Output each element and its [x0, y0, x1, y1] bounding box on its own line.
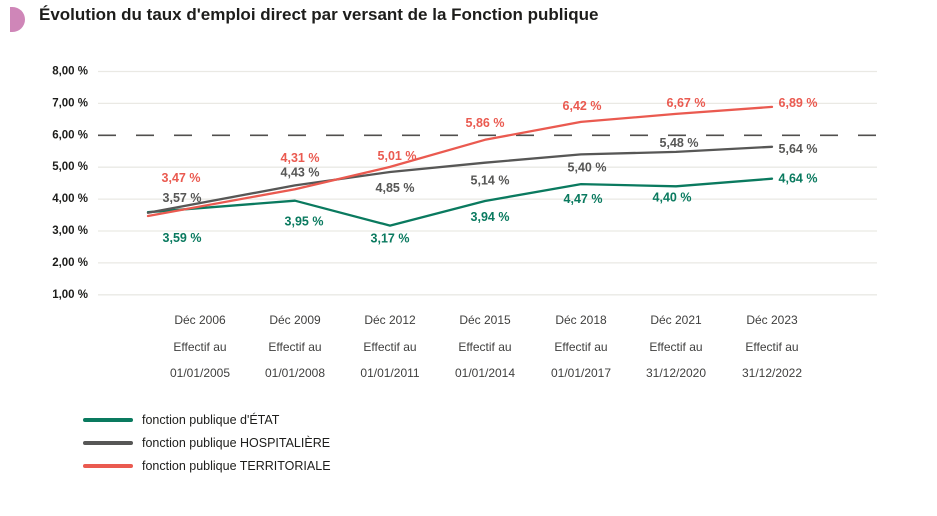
legend-label: fonction publique HOSPITALIÈRE: [142, 436, 331, 450]
x-axis-effectif-label: Effectif au: [649, 340, 702, 354]
y-axis-tick-label: 7,00 %: [52, 97, 88, 109]
y-axis-tick-label: 1,00 %: [52, 289, 88, 301]
x-axis-date-label: 01/01/2011: [360, 366, 419, 380]
data-point-label: 5,01 %: [378, 149, 417, 163]
chart-header: Évolution du taux d'emploi direct par ve…: [10, 5, 598, 32]
x-axis-period-label: Déc 2023: [746, 313, 798, 327]
x-axis-effectif-label: Effectif au: [745, 340, 798, 354]
data-point-label: 4,40 %: [653, 190, 692, 204]
data-point-label: 5,86 %: [466, 116, 505, 130]
y-axis-tick-label: 4,00 %: [52, 193, 88, 205]
y-axis-tick-label: 2,00 %: [52, 257, 88, 269]
data-point-label: 5,48 %: [660, 136, 699, 150]
data-point-label: 4,85 %: [376, 181, 415, 195]
x-axis-date-label: 31/12/2022: [742, 366, 802, 380]
x-axis-period-label: Déc 2012: [364, 313, 416, 327]
data-point-label: 3,17 %: [371, 232, 410, 246]
legend-label: fonction publique TERRITORIALE: [142, 459, 331, 473]
series-line-1: [146, 145, 774, 214]
data-point-label: 3,94 %: [471, 210, 510, 224]
x-axis-period-label: Déc 2006: [174, 313, 226, 327]
y-axis-tick-label: 6,00 %: [52, 129, 88, 141]
data-point-label: 3,57 %: [163, 191, 202, 205]
data-point-label: 6,67 %: [667, 96, 706, 110]
title-bullet-icon: [10, 7, 25, 32]
legend-item-2: fonction publique TERRITORIALE: [83, 459, 331, 473]
chart-legend: fonction publique d'ÉTAT fonction publiqu…: [83, 413, 331, 473]
legend-line-swatch: [83, 464, 133, 468]
legend-line-swatch: [83, 441, 133, 445]
data-point-label: 4,31 %: [281, 151, 320, 165]
data-point-label: 6,42 %: [563, 99, 602, 113]
data-point-label: 4,43 %: [281, 165, 320, 179]
x-axis-period-label: Déc 2021: [650, 313, 702, 327]
x-axis-date-label: 01/01/2008: [265, 366, 325, 380]
x-axis-period-label: Déc 2018: [555, 313, 607, 327]
series-line-2: [146, 105, 774, 218]
series-line-0: [146, 177, 774, 227]
data-point-label: 5,40 %: [568, 160, 607, 174]
y-axis-tick-label: 5,00 %: [52, 161, 88, 173]
x-axis-date-label: 01/01/2014: [455, 366, 515, 380]
x-axis-date-label: 01/01/2017: [551, 366, 611, 380]
legend-item-0: fonction publique d'ÉTAT: [83, 413, 331, 427]
data-point-label: 5,14 %: [471, 174, 510, 188]
x-axis-date-label: 31/12/2020: [646, 366, 706, 380]
x-axis-effectif-label: Effectif au: [363, 340, 416, 354]
x-axis-date-label: 01/01/2005: [170, 366, 230, 380]
data-point-label: 3,59 %: [163, 231, 202, 245]
legend-item-1: fonction publique HOSPITALIÈRE: [83, 436, 331, 450]
data-point-label: 3,95 %: [285, 215, 324, 229]
data-point-label: 5,64 %: [779, 142, 818, 156]
data-point-label: 4,64 %: [779, 172, 818, 186]
chart-title: Évolution du taux d'emploi direct par ve…: [39, 5, 599, 24]
x-axis-period-label: Déc 2009: [269, 313, 321, 327]
y-axis-tick-label: 3,00 %: [52, 225, 88, 237]
data-point-label: 4,47 %: [564, 192, 603, 206]
data-point-label: 6,89 %: [779, 96, 818, 110]
x-axis-effectif-label: Effectif au: [554, 340, 607, 354]
x-axis-effectif-label: Effectif au: [268, 340, 321, 354]
line-chart: 8,00 % 7,00 % 6,00 % 5,00 % 4,00 % 3,00 % 2,00…: [52, 66, 877, 380]
x-axis-effectif-label: Effectif au: [458, 340, 511, 354]
legend-label: fonction publique d'ÉTAT: [142, 413, 280, 427]
y-axis-tick-label: 8,00 %: [52, 66, 88, 78]
x-axis-effectif-label: Effectif au: [173, 340, 226, 354]
x-axis-period-label: Déc 2015: [459, 313, 511, 327]
data-point-label: 3,47 %: [162, 171, 201, 185]
legend-line-swatch: [83, 418, 133, 422]
